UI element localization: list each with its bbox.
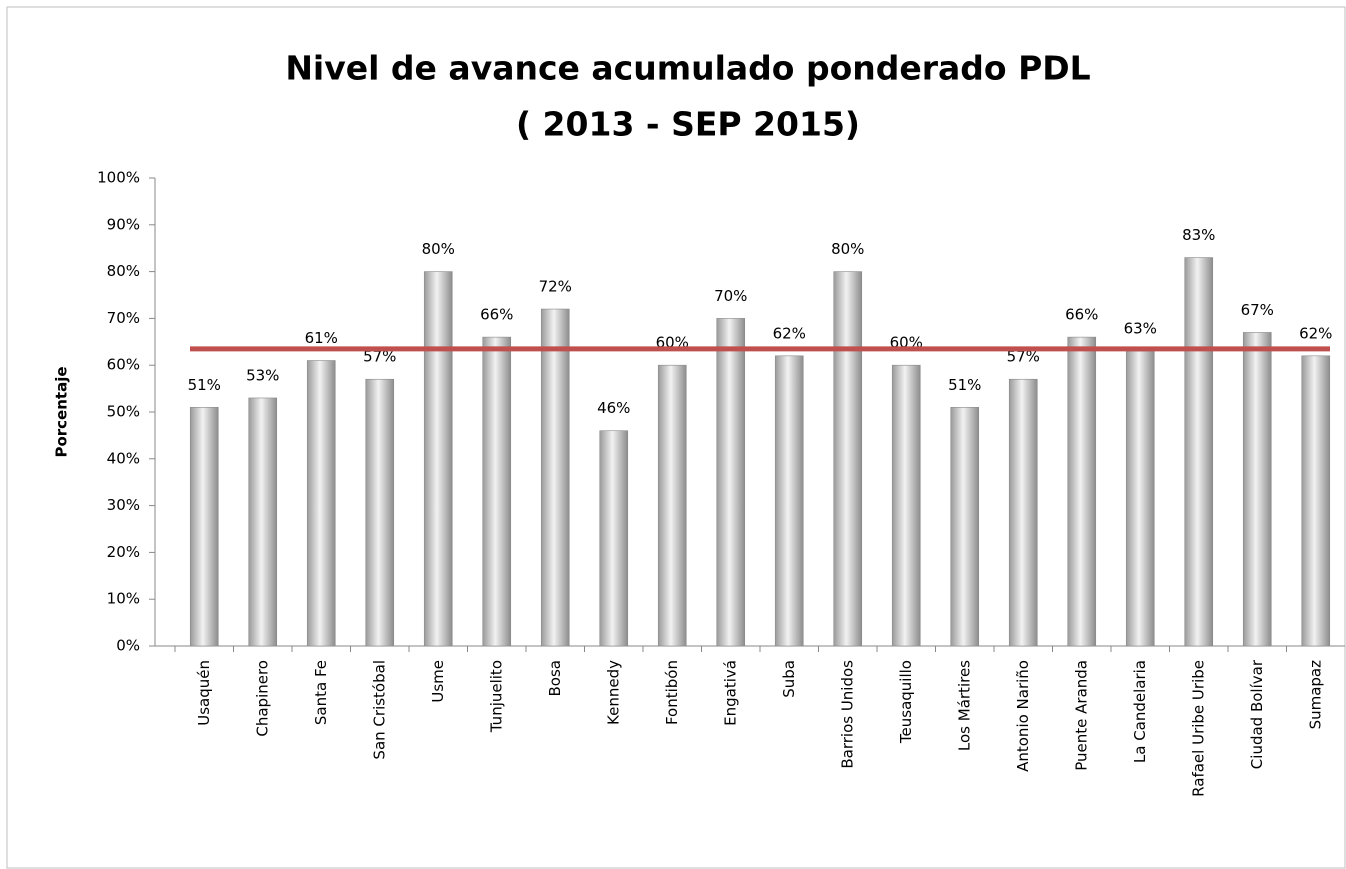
data-label: 67% (1241, 301, 1274, 319)
data-label: 62% (773, 324, 806, 342)
data-label: 66% (1065, 306, 1098, 324)
data-label: 63% (1124, 320, 1157, 338)
bar (540, 308, 570, 647)
bar (365, 378, 395, 647)
bar (1008, 378, 1038, 647)
y-tick-label: 40% (107, 449, 140, 467)
x-tick-label: Usme (429, 660, 447, 703)
y-tick-label: 0% (116, 637, 140, 655)
x-tick-label: Antonio Nariño (1014, 660, 1032, 772)
x-tick-label: Ciudad Bolívar (1248, 659, 1266, 769)
data-label: 80% (831, 240, 864, 258)
bar (774, 355, 804, 647)
bar (1067, 336, 1097, 647)
bar (1184, 257, 1214, 647)
x-tick-label: Barrios Unidos (838, 660, 856, 769)
data-label: 70% (714, 287, 747, 305)
bar (482, 336, 512, 647)
x-tick-label: Teusaquillo (897, 660, 915, 744)
data-label: 61% (305, 329, 338, 347)
data-label: 80% (422, 240, 455, 258)
bar (599, 430, 629, 647)
y-tick-label: 50% (107, 403, 140, 421)
data-label: 51% (948, 376, 981, 394)
x-tick-label: Kennedy (604, 660, 622, 725)
bar (833, 271, 863, 647)
bar (657, 364, 687, 647)
bar (716, 318, 746, 647)
y-axis-label: Porcentaje (53, 366, 71, 457)
x-tick-label: Chapinero (253, 660, 271, 737)
x-tick-label: Santa Fe (312, 660, 330, 725)
x-tick-label: Fontibón (663, 660, 681, 725)
bar (189, 407, 219, 647)
x-tick-label: Sumapaz (1306, 660, 1324, 730)
x-tick-label: Rafael Uribe Uribe (1189, 660, 1207, 797)
x-tick-label: Bosa (546, 660, 564, 696)
x-tick-label: Tunjuelito (487, 660, 505, 733)
data-label: 57% (363, 348, 396, 366)
x-tick-label: San Cristóbal (370, 660, 388, 760)
x-tick-label: Los Mártires (955, 660, 973, 751)
bar (1301, 355, 1331, 647)
data-label: 66% (480, 306, 513, 324)
bar (891, 364, 921, 647)
data-label: 62% (1299, 324, 1332, 342)
y-tick-label: 10% (107, 590, 140, 608)
chart-title: Nivel de avance acumulado ponderado PDL (285, 49, 1090, 88)
x-tick-label: Engativá (721, 660, 739, 726)
data-label: 51% (188, 376, 221, 394)
y-tick-label: 30% (107, 496, 140, 514)
bar (1242, 332, 1272, 647)
chart-subtitle: ( 2013 - SEP 2015) (516, 105, 860, 144)
x-tick-label: Usaquén (195, 660, 213, 726)
data-label: 57% (1007, 348, 1040, 366)
data-label: 53% (246, 366, 279, 384)
data-label: 46% (597, 399, 630, 417)
y-tick-label: 100% (97, 169, 140, 187)
bar (306, 360, 336, 647)
y-tick-label: 60% (107, 356, 140, 374)
y-tick-label: 70% (107, 309, 140, 327)
data-label: 83% (1182, 226, 1215, 244)
y-tick-label: 90% (107, 215, 140, 233)
bar (950, 407, 980, 647)
bar (423, 271, 453, 647)
x-tick-label: Suba (780, 660, 798, 698)
bar (1125, 350, 1155, 647)
bar (248, 397, 278, 647)
x-tick-label: Puente Aranda (1072, 660, 1090, 771)
data-label: 72% (539, 278, 572, 296)
y-tick-label: 80% (107, 262, 140, 280)
y-tick-label: 20% (107, 543, 140, 561)
x-tick-label: La Candelaria (1131, 660, 1149, 763)
